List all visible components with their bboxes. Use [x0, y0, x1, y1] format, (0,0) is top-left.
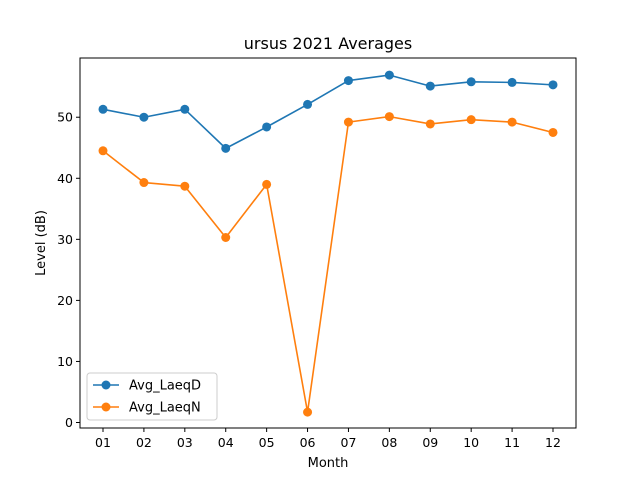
series-group — [98, 70, 558, 417]
series-line — [102, 115, 554, 413]
plot-frame — [79, 57, 577, 429]
data-point — [548, 127, 558, 137]
y-tick-label: 40 — [57, 171, 73, 186]
data-point — [466, 115, 476, 125]
data-point — [262, 122, 272, 132]
y-tick-label: 10 — [57, 354, 73, 369]
chart-title: ursus 2021 Averages — [244, 34, 412, 53]
data-point — [425, 119, 435, 129]
x-axis-ticks: 01 02 03 04 05 06 07 08 09 10 11 12 — [95, 428, 561, 450]
data-point — [507, 117, 517, 127]
data-point — [425, 81, 435, 91]
legend-frame — [86, 372, 218, 421]
axes — [79, 57, 577, 429]
x-tick-label: 04 — [218, 435, 234, 450]
x-tick-label: 01 — [95, 435, 111, 450]
legend-label: Avg_LaeqN — [129, 401, 201, 416]
data-point — [139, 178, 149, 188]
data-point — [221, 143, 231, 153]
data-point — [139, 112, 149, 122]
data-point — [466, 77, 476, 87]
x-axis-label: Month — [308, 456, 349, 471]
y-axis-ticks: 0 10 20 30 40 50 — [57, 110, 80, 430]
x-tick-label: 11 — [504, 435, 520, 450]
series-line — [102, 74, 554, 150]
data-point — [548, 80, 558, 90]
data-point — [303, 407, 313, 417]
y-tick-label: 30 — [57, 232, 73, 247]
x-tick-label: 05 — [259, 435, 275, 450]
legend-entry: Avg_LaeqN — [93, 401, 201, 416]
legend-marker — [101, 402, 111, 412]
x-tick-label: 09 — [422, 435, 438, 450]
y-tick-label: 20 — [57, 293, 73, 308]
data-point — [343, 76, 353, 86]
x-tick-label: 12 — [545, 435, 561, 450]
data-point — [384, 70, 394, 80]
data-point — [180, 104, 190, 114]
legend-entry: Avg_LaeqD — [93, 379, 201, 394]
legend-label: Avg_LaeqD — [129, 379, 201, 394]
data-point — [343, 117, 353, 127]
x-tick-label: 02 — [136, 435, 152, 450]
x-tick-label: 07 — [341, 435, 357, 450]
x-tick-label: 03 — [177, 435, 193, 450]
x-tick-label: 08 — [381, 435, 397, 450]
legend-marker — [101, 380, 111, 390]
data-point — [303, 99, 313, 109]
y-tick-label: 50 — [57, 110, 73, 125]
series-avg-laeqn — [98, 112, 558, 417]
y-axis-label: Level (dB) — [34, 210, 49, 276]
x-tick-label: 10 — [463, 435, 479, 450]
y-tick-label: 0 — [65, 415, 73, 430]
data-point — [180, 181, 190, 191]
legend: Avg_LaeqD Avg_LaeqN — [86, 372, 218, 421]
data-point — [98, 146, 108, 156]
series-avg-laeqd — [98, 70, 558, 153]
data-point — [262, 179, 272, 189]
data-point — [507, 77, 517, 87]
data-point — [384, 112, 394, 122]
data-point — [221, 233, 231, 243]
x-tick-label: 06 — [300, 435, 316, 450]
data-point — [98, 104, 108, 114]
